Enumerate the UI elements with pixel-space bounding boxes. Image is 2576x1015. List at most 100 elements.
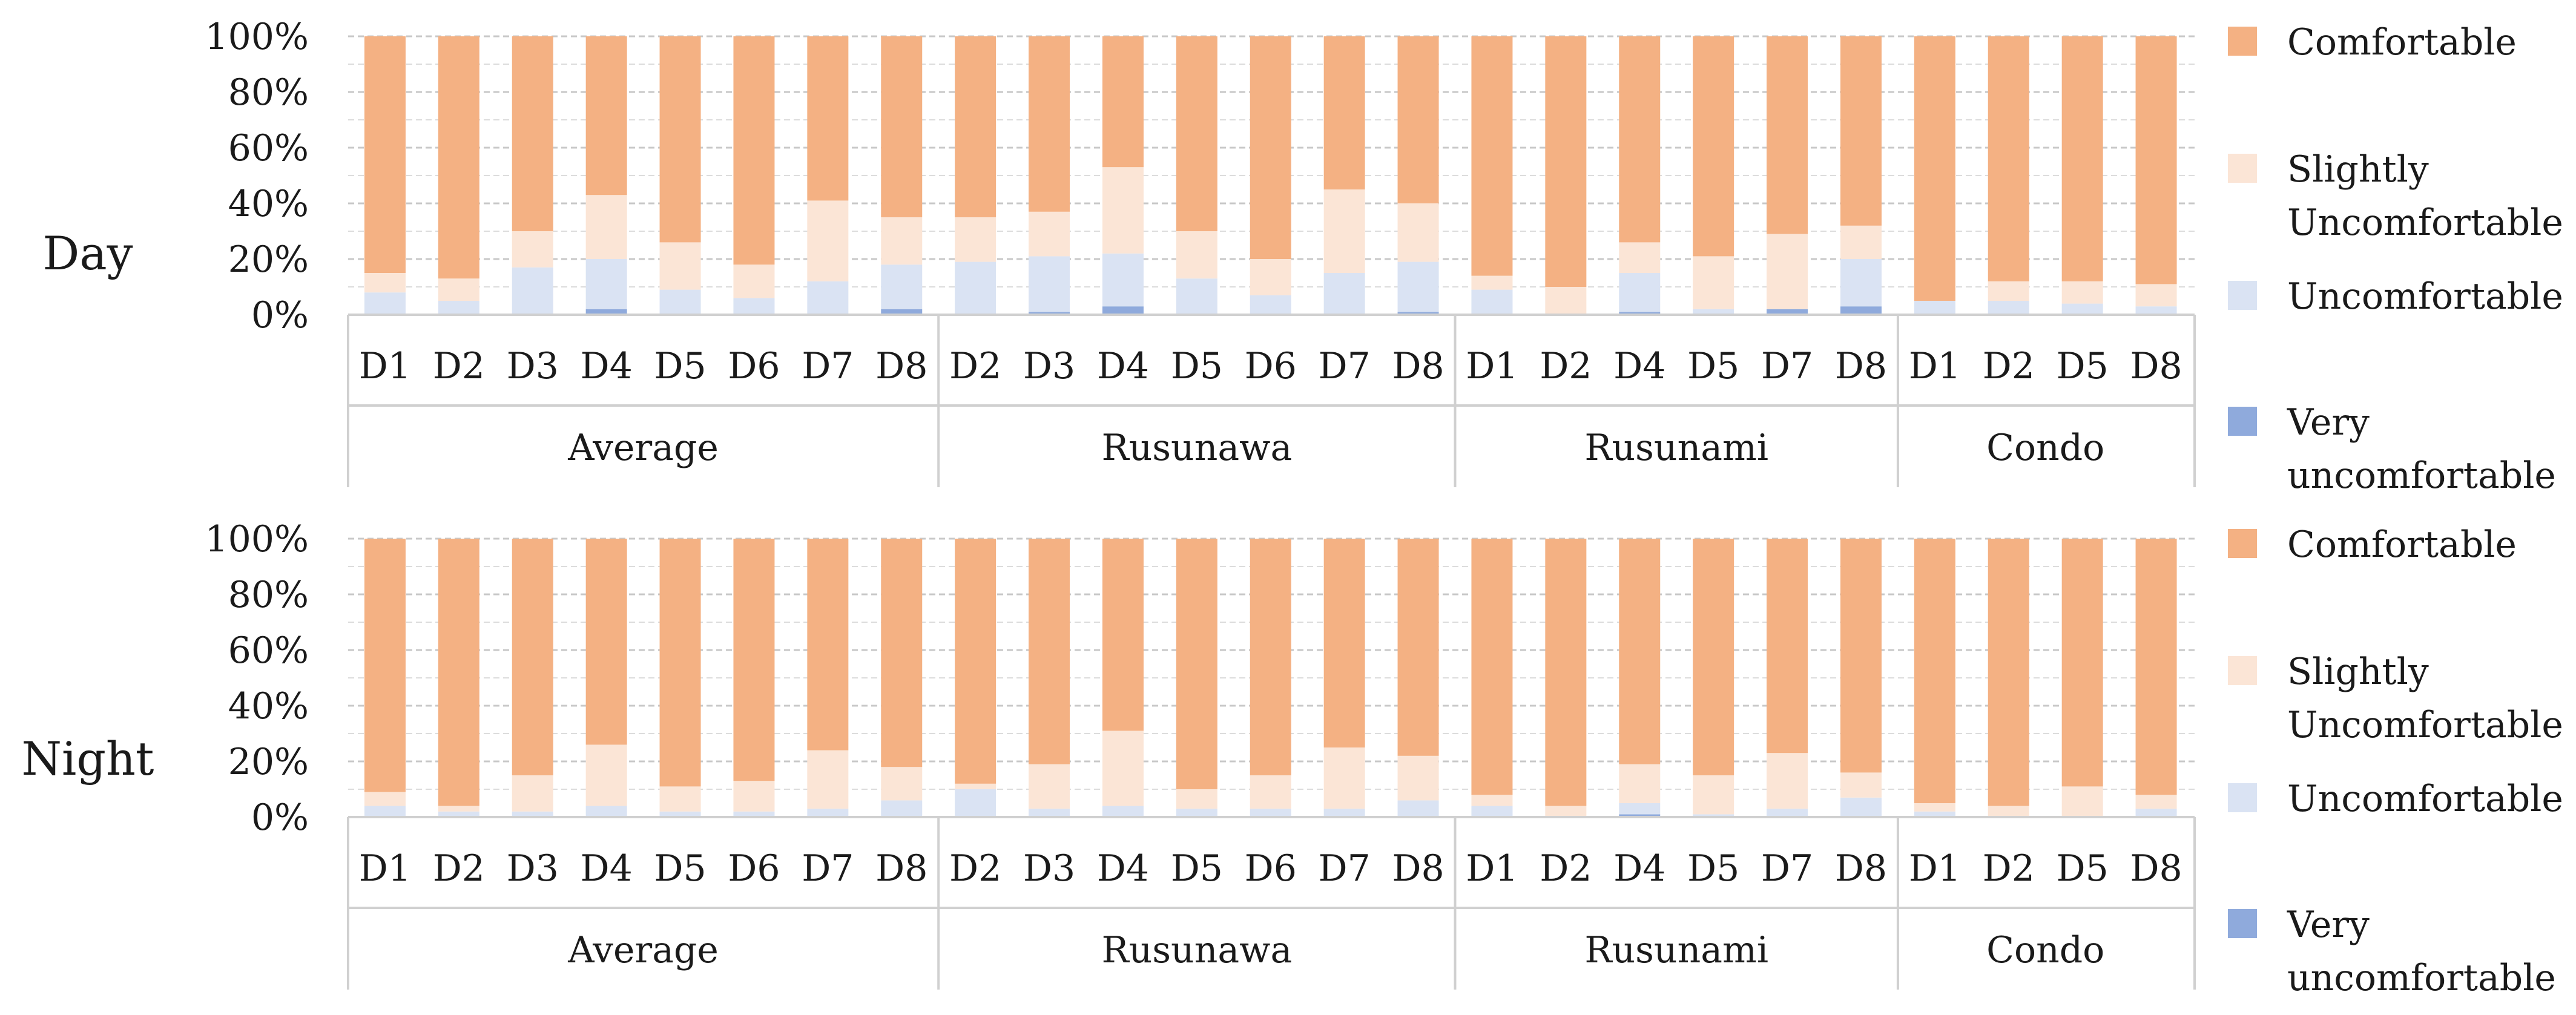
bar-segment-comfortable: [1029, 539, 1070, 764]
x-category-label: D1: [1466, 847, 1518, 890]
bar-segment-slightly-uncomfortable: [955, 217, 996, 262]
y-tick-label: 20%: [228, 741, 309, 783]
x-group-label: Rusunami: [1584, 427, 1768, 469]
legend-label: Slightly: [2287, 651, 2429, 693]
bar-segment-comfortable: [733, 539, 775, 781]
bar-segment-uncomfortable: [1471, 806, 1513, 817]
bar-segment-slightly-uncomfortable: [1693, 775, 1734, 815]
bar-segment-slightly-uncomfortable: [1767, 234, 1808, 309]
bar-segment-slightly-uncomfortable: [2061, 786, 2103, 817]
x-category-label: D3: [507, 847, 559, 890]
legend-swatch: [2228, 27, 2257, 56]
bar-segment-comfortable: [1545, 539, 1587, 806]
bar-segment-slightly-uncomfortable: [585, 195, 627, 259]
bar-segment-very-uncomfortable: [1619, 312, 1661, 315]
x-category-label: D7: [802, 847, 854, 890]
bar-segment-slightly-uncomfortable: [1029, 211, 1070, 257]
chart-panel-night: Night 0% 20% 40% 60% 80% 100% D1 D2 D3 D4 D5 D6 D7 D8 D…: [22, 518, 2563, 999]
legend-label: Uncomfortable: [2287, 778, 2563, 820]
bar-segment-comfortable: [1323, 36, 1365, 189]
x-category-label: D8: [1835, 847, 1887, 890]
bar-segment-slightly-uncomfortable: [659, 242, 701, 290]
x-category-label: D3: [507, 345, 559, 387]
bar-segment-uncomfortable: [1767, 809, 1808, 817]
bar-segment-comfortable: [364, 36, 406, 273]
bar-segment-uncomfortable: [807, 281, 849, 315]
x-category-label: D4: [1613, 345, 1665, 387]
bar-segment-comfortable: [1471, 539, 1513, 795]
x-category-label: D8: [2130, 345, 2182, 387]
x-category-label: D2: [949, 847, 1001, 890]
bar-segment-slightly-uncomfortable: [1397, 203, 1439, 262]
bar-segment-uncomfortable: [1323, 809, 1365, 817]
bar-segment-slightly-uncomfortable: [955, 783, 996, 789]
x-category-label: D7: [1319, 345, 1371, 387]
bar-segment-slightly-uncomfortable: [2135, 284, 2177, 307]
x-group-label: Condo: [1986, 929, 2104, 971]
y-tick-label: 80%: [228, 71, 309, 114]
bar-segment-uncomfortable: [955, 789, 996, 817]
legend-label: Comfortable: [2287, 524, 2517, 566]
bar-segment-comfortable: [1693, 539, 1734, 775]
y-tick-label: 0%: [251, 294, 309, 337]
bar-segment-slightly-uncomfortable: [881, 217, 923, 265]
bar-segment-comfortable: [364, 539, 406, 792]
x-category-label: D4: [581, 345, 633, 387]
x-category-label: D8: [875, 847, 927, 890]
bar-segment-uncomfortable: [1693, 814, 1734, 817]
bar-segment-uncomfortable: [1323, 273, 1365, 315]
bar-segment-comfortable: [1840, 36, 1882, 226]
bar-segment-slightly-uncomfortable: [438, 278, 479, 301]
bar-segment-uncomfortable: [1840, 797, 1882, 817]
x-category-label: D4: [581, 847, 633, 890]
bar-segment-comfortable: [1693, 36, 1734, 257]
bar-segment-slightly-uncomfortable: [1545, 287, 1587, 315]
bar-segment-slightly-uncomfortable: [1545, 806, 1587, 817]
bar-segment-comfortable: [1250, 36, 1291, 259]
bar-segment-comfortable: [807, 36, 849, 201]
legend-label: uncomfortable: [2287, 957, 2556, 999]
bar-segment-comfortable: [659, 539, 701, 787]
bar-segment-slightly-uncomfortable: [807, 750, 849, 809]
bar-segment-comfortable: [585, 36, 627, 195]
bar-segment-comfortable: [1914, 539, 1955, 803]
bar-segment-uncomfortable: [2061, 303, 2103, 315]
bar-segment-uncomfortable: [881, 264, 923, 309]
bar-segment-slightly-uncomfortable: [1914, 803, 1955, 812]
bar-segment-slightly-uncomfortable: [1693, 256, 1734, 309]
bar-segment-comfortable: [1545, 36, 1587, 287]
bar-segment-slightly-uncomfortable: [1619, 242, 1661, 273]
bar-segment-uncomfortable: [438, 301, 479, 315]
bar-segment-comfortable: [881, 36, 923, 217]
legend-swatch: [2228, 407, 2257, 436]
y-tick-label: 100%: [205, 16, 309, 58]
x-group-label: Rusunawa: [1101, 427, 1292, 469]
bar-segment-slightly-uncomfortable: [1840, 225, 1882, 259]
chart-panel-day: Day 0% 20% 40% 60% 80% 100% D1 D2 D3 D4 D5 D6 D7 D8 D2 D…: [42, 16, 2563, 497]
bar-segment-slightly-uncomfortable: [807, 200, 849, 281]
bar-segment-uncomfortable: [733, 298, 775, 315]
legend-swatch: [2228, 529, 2257, 558]
x-category-label: D3: [1023, 345, 1075, 387]
bar-segment-uncomfortable: [807, 809, 849, 817]
y-tick-label: 60%: [228, 629, 309, 672]
bar-segment-uncomfortable: [1102, 253, 1144, 307]
bar-segment-uncomfortable: [1988, 301, 2029, 315]
x-category-label: D3: [1023, 847, 1075, 890]
bar-segment-comfortable: [1840, 539, 1882, 773]
bar-segment-very-uncomfortable: [1029, 312, 1070, 315]
x-group-label: Average: [567, 427, 719, 469]
bar-segment-slightly-uncomfortable: [512, 231, 553, 268]
bar-segment-uncomfortable: [364, 292, 406, 315]
x-category-label: D1: [359, 847, 411, 890]
bar-segment-slightly-uncomfortable: [1176, 789, 1217, 809]
y-tick-label: 80%: [228, 574, 309, 616]
bar-segment-slightly-uncomfortable: [1767, 753, 1808, 809]
x-group-label: Condo: [1986, 427, 2104, 469]
bar-segment-comfortable: [512, 539, 553, 775]
bar-segment-uncomfortable: [438, 811, 479, 817]
bar-segment-very-uncomfortable: [1767, 309, 1808, 315]
bar-segment-comfortable: [1176, 36, 1217, 231]
x-category-label: D7: [1761, 345, 1813, 387]
